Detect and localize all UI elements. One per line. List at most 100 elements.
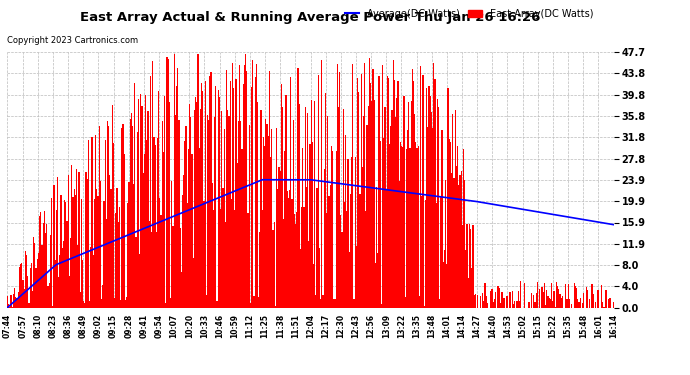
Bar [491,290,493,308]
Legend: Average(DC Watts), East Array(DC Watts): Average(DC Watts), East Array(DC Watts) [345,9,593,19]
Bar [426,88,427,308]
Bar [582,303,583,307]
Bar [601,285,602,308]
Bar [8,304,9,307]
Bar [226,70,227,308]
Bar [544,283,545,308]
Bar [448,139,450,308]
Bar [566,299,568,307]
Bar [241,149,243,308]
Bar [337,64,338,308]
Bar [179,228,181,308]
Bar [408,102,409,308]
Bar [13,294,14,307]
Bar [365,210,366,308]
Bar [534,302,535,307]
Bar [464,180,465,308]
Bar [68,175,69,308]
Bar [106,219,107,308]
Bar [250,303,251,307]
Bar [177,68,178,308]
Bar [509,292,511,308]
Bar [212,183,213,308]
Bar [452,114,453,308]
Bar [166,57,168,308]
Bar [407,130,408,308]
Bar [163,152,164,308]
Bar [557,286,558,308]
Bar [586,290,588,308]
Bar [460,171,462,308]
Bar [245,54,246,307]
Bar [514,302,515,307]
Bar [475,294,476,307]
Bar [57,177,58,308]
Bar [100,181,101,308]
Bar [33,237,34,308]
Bar [568,284,569,308]
Bar [121,128,122,308]
Bar [310,100,312,308]
Bar [578,302,580,307]
Bar [309,144,310,308]
Bar [477,295,478,307]
Bar [307,112,308,308]
Bar [447,88,448,308]
Bar [175,115,176,308]
Bar [394,80,395,308]
Bar [269,70,270,308]
Bar [352,64,353,308]
Bar [48,284,50,308]
Bar [499,288,500,308]
Bar [565,284,566,308]
Bar [395,117,396,308]
Bar [315,296,317,307]
Bar [148,221,150,308]
Bar [613,302,614,307]
Bar [424,306,425,308]
Bar [513,304,514,307]
Bar [369,58,370,308]
Bar [151,232,152,308]
Bar [304,107,306,307]
Bar [306,187,307,308]
Bar [171,181,172,308]
Bar [335,151,337,308]
Bar [322,295,324,307]
Bar [145,94,146,308]
Bar [350,194,351,308]
Bar [346,211,347,308]
Bar [406,148,407,308]
Bar [186,126,187,308]
Bar [258,297,259,307]
Bar [113,142,114,308]
Bar [251,87,252,308]
Bar [152,62,153,308]
Bar [39,216,40,308]
Bar [107,121,108,308]
Bar [506,296,507,307]
Bar [289,190,290,308]
Bar [569,300,570,307]
Bar [215,86,217,308]
Bar [202,91,204,308]
Bar [161,121,163,308]
Bar [580,298,581,307]
Bar [19,267,20,308]
Bar [255,78,256,308]
Bar [51,198,52,308]
Bar [434,79,435,308]
Bar [37,259,38,308]
Bar [468,278,469,308]
Bar [420,66,421,308]
Bar [402,147,404,308]
Bar [117,222,119,308]
Bar [174,54,175,307]
Bar [356,246,357,308]
Bar [184,141,186,308]
Bar [455,110,456,308]
Bar [199,148,200,308]
Bar [239,65,240,308]
Bar [302,148,304,308]
Bar [371,101,373,308]
